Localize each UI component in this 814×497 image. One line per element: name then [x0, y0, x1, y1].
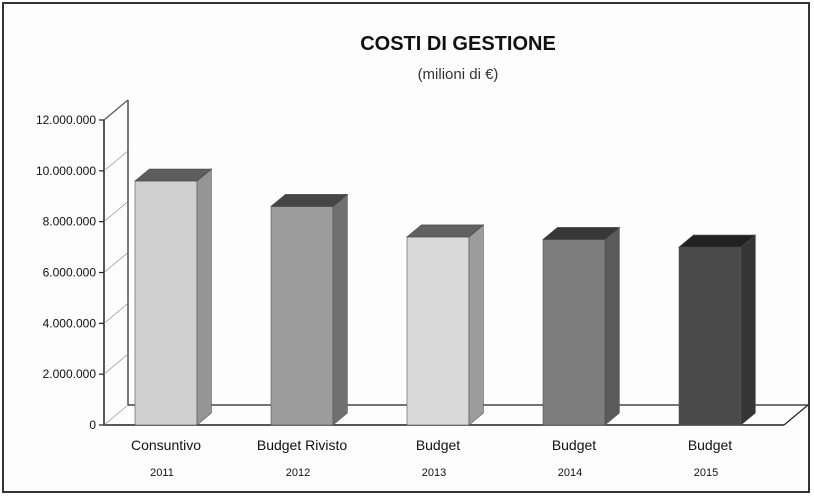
y-tick-depth-line	[103, 252, 129, 273]
y-tick-depth-line	[103, 99, 129, 121]
chart-subtitle: (milioni di €)	[418, 66, 499, 83]
x-year-label: 2015	[694, 467, 718, 479]
x-category-label: Budget	[552, 437, 596, 453]
y-tick-depth-line	[103, 201, 129, 222]
bar	[542, 226, 621, 426]
bar-side-face	[196, 168, 212, 426]
x-category-label: Budget	[416, 437, 460, 453]
bar-side-face	[468, 224, 484, 426]
chart-labels: Consuntivo 2011 Budget Rivisto 2012 Budget 20…	[131, 437, 732, 479]
y-tick-label: 0	[89, 418, 96, 432]
y-tick-depth-line	[103, 303, 129, 324]
x-category-label: Budget Rivisto	[257, 437, 347, 453]
bar-front-face	[406, 236, 470, 426]
bar-side-face	[332, 193, 348, 426]
bar-top-face	[678, 234, 757, 248]
bar-top-face	[406, 224, 485, 238]
y-tick-label: 8.000.000	[43, 215, 97, 229]
bar	[406, 224, 485, 426]
y-tick-label: 10.000.000	[36, 164, 96, 178]
chart-axes: 0 2.000.000 4.000.000 6.000.000 8.000.000 10.…	[36, 99, 809, 432]
y-tick-depth-line	[103, 404, 129, 426]
floor-right-edge	[783, 404, 809, 426]
y-tick-label: 12.000.000	[36, 113, 96, 127]
bar-front-face	[678, 246, 742, 426]
x-category-label: Budget	[688, 437, 732, 453]
bar-front-face	[270, 206, 334, 426]
y-tick-label: 4.000.000	[43, 316, 97, 330]
y-tick-depth-line	[103, 353, 129, 375]
x-year-label: 2013	[422, 467, 446, 479]
chart-bars	[134, 168, 757, 426]
chart-title: COSTI DI GESTIONE	[360, 33, 556, 55]
bar-front-face	[134, 180, 198, 426]
x-year-label: 2014	[558, 467, 582, 479]
bar	[270, 193, 349, 426]
y-tick-depth-line	[103, 150, 129, 172]
bar	[678, 234, 757, 426]
bar	[134, 168, 213, 426]
bar-top-face	[542, 227, 621, 240]
x-year-label: 2011	[150, 467, 174, 479]
x-category-label: Consuntivo	[131, 437, 201, 453]
x-year-label: 2012	[286, 467, 310, 479]
bar-side-face	[604, 226, 620, 426]
bar-front-face	[542, 239, 606, 426]
bar-side-face	[740, 234, 756, 426]
bar-top-face	[270, 194, 349, 207]
y-tick-label: 6.000.000	[43, 266, 97, 280]
bar-top-face	[134, 168, 213, 182]
y-tick-label: 2.000.000	[43, 367, 97, 381]
